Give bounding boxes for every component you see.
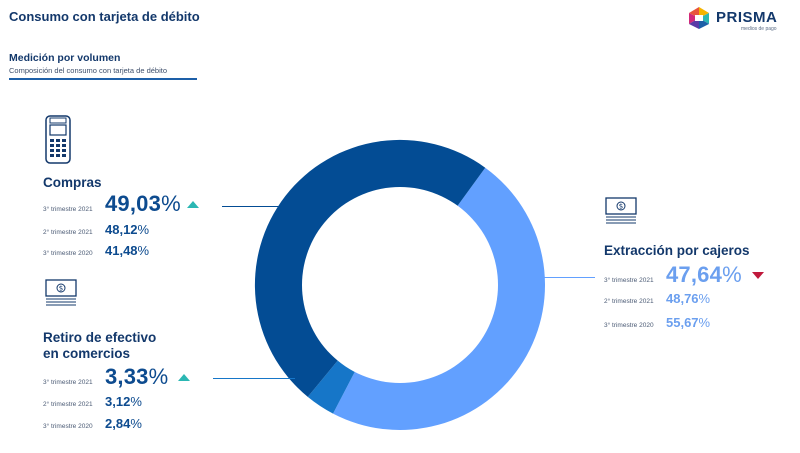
retiro-prevy-unit: % [130,416,142,431]
extraccion-current-unit: % [722,262,742,287]
extraccion-label: Extracción por cajeros [604,243,750,258]
section-caption: Composición del consumo con tarjeta de d… [9,66,168,75]
retiro-label: Retiro de efectivo en comercios [43,330,156,362]
leader-line-retiro [213,378,295,379]
extraccion-prevy-value: 55,67 [666,315,699,330]
compras-prevq-row: 2° trimestre 2021 48,12 % [43,222,149,237]
prisma-logo-icon [689,7,709,29]
brand-name: PRISMA [716,9,778,26]
compras-current-row: 3° trimestre 2021 49,03 % [43,191,199,217]
compras-current-value: 49,03 [105,191,162,216]
retiro-prevq-unit: % [130,394,142,409]
retiro-prevy-row: 3° trimestre 2020 2,84 % [43,416,142,431]
retiro-current-unit: % [148,364,169,389]
retiro-current-value: 3,33 [105,364,149,389]
section-title: Medición por volumen [9,52,121,64]
section-underline [9,78,197,80]
triangle-down-icon [751,271,764,279]
retiro-prevq-period: 2° trimestre 2021 [43,401,93,408]
extraccion-current-row: 3° trimestre 2021 47,64 % [604,262,764,288]
retiro-prevq-value: 3,12 [105,394,131,409]
extraccion-prevq-row: 2° trimestre 2021 48,76 % [604,291,710,306]
compras-current-period: 3° trimestre 2021 [43,206,93,213]
extraccion-prevy-period: 3° trimestre 2020 [604,322,654,329]
compras-prevy-row: 3° trimestre 2020 41,48 % [43,243,149,258]
compras-prevq-period: 2° trimestre 2021 [43,229,93,236]
extraccion-prevy-unit: % [698,315,711,330]
extraccion-prevq-unit: % [698,291,711,306]
svg-text:$: $ [59,285,63,293]
donut-chart [254,139,546,430]
brand-logo: PRISMA medios de pago [686,5,778,35]
compras-current-unit: % [161,191,181,216]
svg-text:$: $ [619,203,623,211]
retiro-prevy-value: 2,84 [105,416,131,431]
extraccion-prevq-value: 48,76 [666,291,699,306]
leader-line-compras [222,206,280,207]
compras-prevy-value: 41,48 [105,243,138,258]
retiro-current-period: 3° trimestre 2021 [43,379,93,386]
pos-terminal-icon [45,115,71,164]
triangle-up-icon [178,373,191,381]
page-title: Consumo con tarjeta de débito [9,9,200,24]
extraccion-prevq-period: 2° trimestre 2021 [604,298,654,305]
retiro-prevy-period: 3° trimestre 2020 [43,423,93,430]
extraccion-current-period: 3° trimestre 2021 [604,277,654,284]
compras-prevy-unit: % [137,243,150,258]
retiro-label-line1: Retiro de efectivo [43,330,157,345]
extraccion-current-value: 47,64 [666,262,723,287]
retiro-prevq-row: 2° trimestre 2021 3,12 % [43,394,142,409]
retiro-label-line2: en comercios [43,346,131,361]
compras-prevy-period: 3° trimestre 2020 [43,250,93,257]
compras-prevq-unit: % [137,222,150,237]
cash-stack-icon: $ [605,197,637,224]
compras-label: Compras [43,175,102,190]
triangle-up-icon [186,200,199,208]
donut-hole [302,187,498,383]
compras-prevq-value: 48,12 [105,222,138,237]
retiro-current-row: 3° trimestre 2021 3,33 % [43,364,191,390]
leader-line-extraccion [540,277,595,278]
cash-stack-icon: $ [45,279,77,306]
extraccion-prevy-row: 3° trimestre 2020 55,67 % [604,315,710,330]
brand-tagline: medios de pago [741,26,777,32]
